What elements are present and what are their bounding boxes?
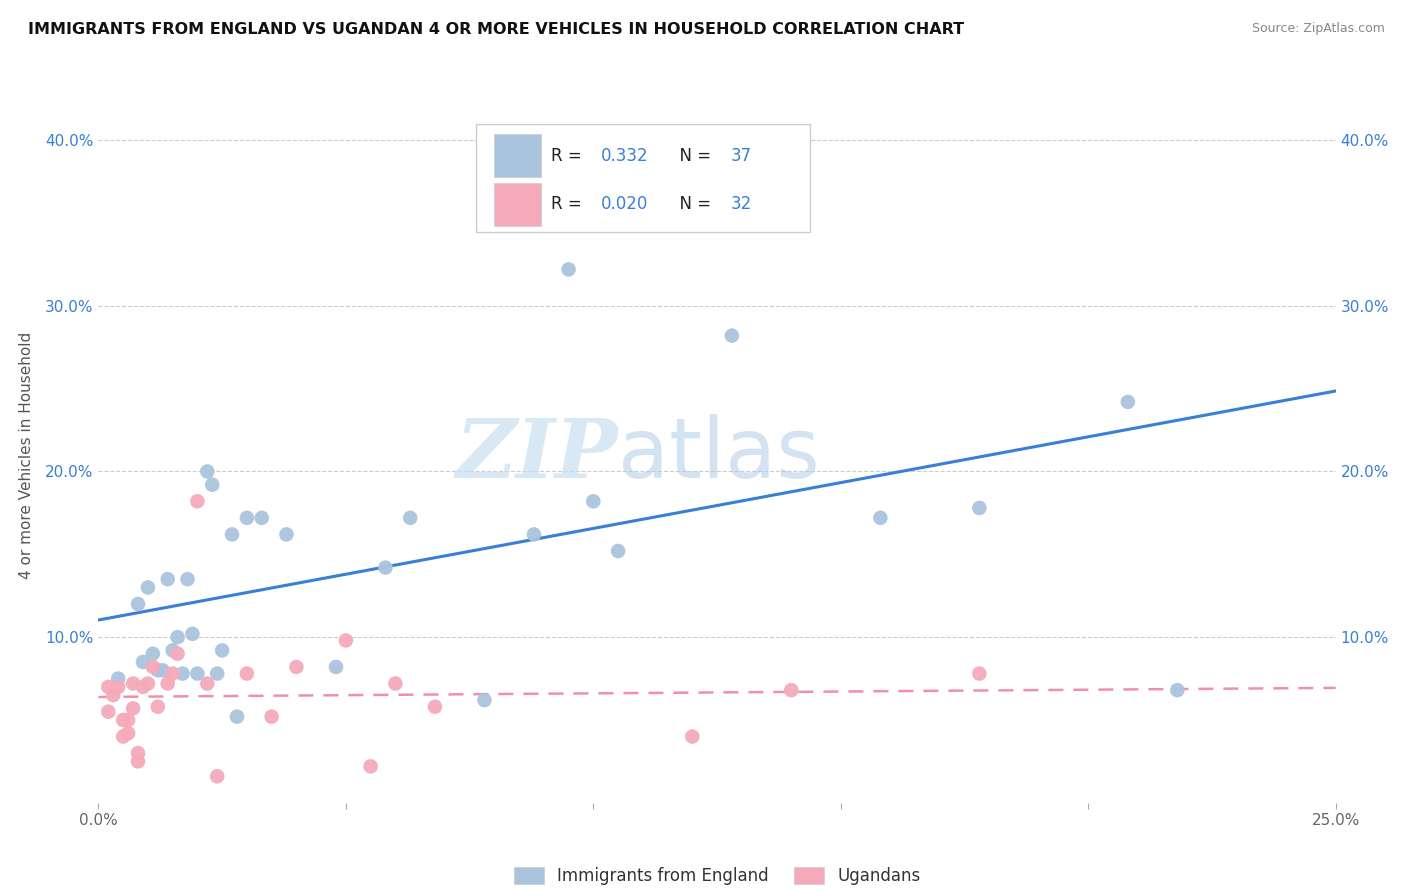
Point xyxy=(969,666,991,681)
FancyBboxPatch shape xyxy=(475,124,810,232)
Point xyxy=(226,709,249,723)
Point xyxy=(156,676,179,690)
Point xyxy=(582,494,605,508)
Point xyxy=(195,676,218,690)
Point xyxy=(250,511,273,525)
Point xyxy=(132,655,155,669)
Text: R =: R = xyxy=(551,195,588,213)
Point xyxy=(211,643,233,657)
Point xyxy=(117,713,139,727)
Point xyxy=(474,693,496,707)
Point xyxy=(423,699,446,714)
Point xyxy=(117,726,139,740)
Point xyxy=(205,666,228,681)
Text: N =: N = xyxy=(669,147,716,165)
Point xyxy=(107,672,129,686)
Point xyxy=(285,660,308,674)
Text: IMMIGRANTS FROM ENGLAND VS UGANDAN 4 OR MORE VEHICLES IN HOUSEHOLD CORRELATION C: IMMIGRANTS FROM ENGLAND VS UGANDAN 4 OR … xyxy=(28,22,965,37)
Point xyxy=(236,666,259,681)
Point xyxy=(136,581,159,595)
Point xyxy=(186,666,208,681)
Point xyxy=(162,643,184,657)
Point xyxy=(721,328,744,343)
Point xyxy=(146,699,169,714)
Text: R =: R = xyxy=(551,147,588,165)
Point xyxy=(384,676,406,690)
Point xyxy=(681,730,703,744)
Text: N =: N = xyxy=(669,195,716,213)
Point xyxy=(186,494,208,508)
Point xyxy=(1116,395,1139,409)
Point xyxy=(127,597,149,611)
Text: 0.332: 0.332 xyxy=(600,147,648,165)
Point xyxy=(97,705,120,719)
Point xyxy=(97,680,120,694)
Point xyxy=(325,660,347,674)
Point xyxy=(122,676,145,690)
FancyBboxPatch shape xyxy=(495,134,541,178)
Point xyxy=(142,647,165,661)
Point xyxy=(399,511,422,525)
Point xyxy=(195,465,218,479)
Point xyxy=(103,688,125,702)
Point xyxy=(969,500,991,515)
Point xyxy=(166,630,188,644)
Point xyxy=(205,769,228,783)
Point xyxy=(176,572,198,586)
Text: ZIP: ZIP xyxy=(456,415,619,495)
Point xyxy=(132,680,155,694)
Point xyxy=(221,527,243,541)
Point xyxy=(181,627,204,641)
Point xyxy=(607,544,630,558)
Point xyxy=(112,730,135,744)
Point xyxy=(335,633,357,648)
Point xyxy=(276,527,298,541)
Point xyxy=(122,701,145,715)
Point xyxy=(156,572,179,586)
Point xyxy=(869,511,891,525)
Point xyxy=(166,647,188,661)
Point xyxy=(360,759,382,773)
Text: 0.020: 0.020 xyxy=(600,195,648,213)
Point xyxy=(1166,683,1188,698)
Point xyxy=(260,709,283,723)
Text: 37: 37 xyxy=(731,147,752,165)
Text: atlas: atlas xyxy=(619,415,820,495)
Y-axis label: 4 or more Vehicles in Household: 4 or more Vehicles in Household xyxy=(18,331,34,579)
Point xyxy=(136,676,159,690)
Legend: Immigrants from England, Ugandans: Immigrants from England, Ugandans xyxy=(508,860,927,891)
Point xyxy=(142,660,165,674)
Point xyxy=(201,477,224,491)
Point xyxy=(127,746,149,760)
Point xyxy=(127,755,149,769)
Point xyxy=(236,511,259,525)
Point xyxy=(557,262,579,277)
Point xyxy=(107,680,129,694)
Text: 32: 32 xyxy=(731,195,752,213)
FancyBboxPatch shape xyxy=(495,183,541,226)
Point xyxy=(374,560,396,574)
Point xyxy=(172,666,194,681)
Point xyxy=(146,663,169,677)
Point xyxy=(112,713,135,727)
Point xyxy=(152,663,174,677)
Point xyxy=(671,212,693,227)
Text: Source: ZipAtlas.com: Source: ZipAtlas.com xyxy=(1251,22,1385,36)
Point xyxy=(780,683,803,698)
Point xyxy=(523,527,546,541)
Point xyxy=(162,666,184,681)
